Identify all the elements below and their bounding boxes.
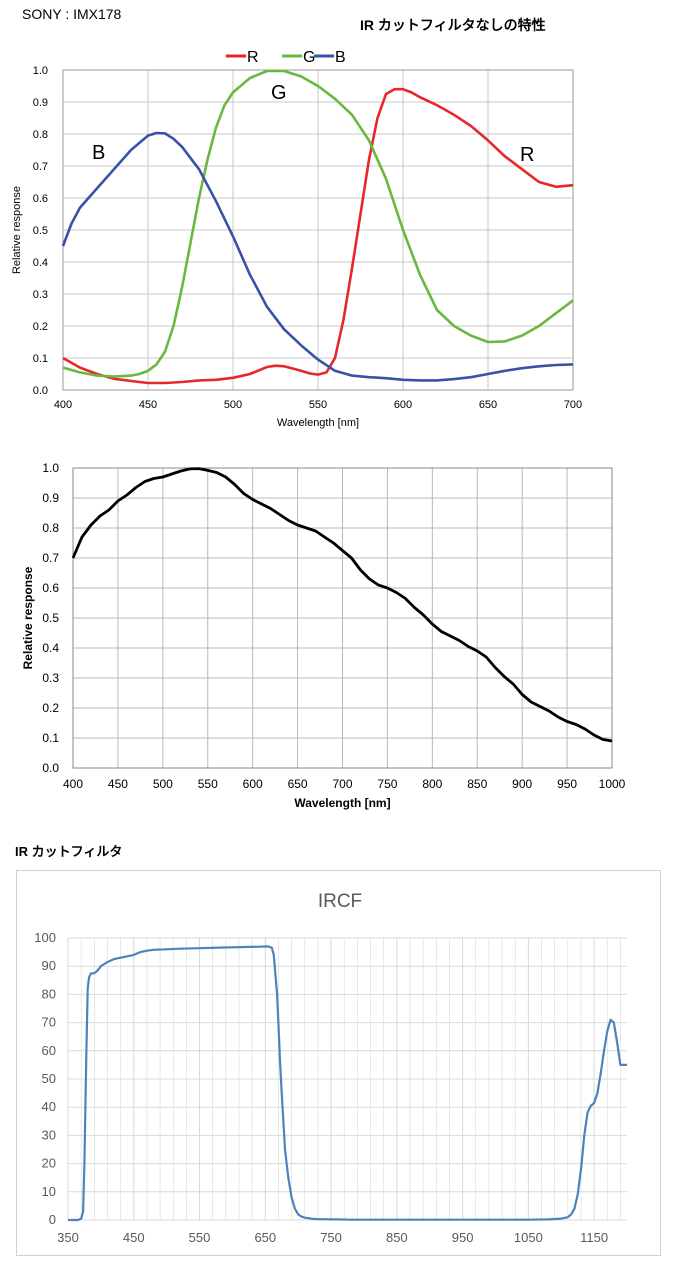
x-tick-label: 400 xyxy=(54,399,72,411)
x-tick-label: 750 xyxy=(377,777,397,791)
curve-annotation-g: G xyxy=(271,82,287,104)
y-tick-label: 0.0 xyxy=(33,385,48,397)
y-tick-label: 100 xyxy=(34,930,56,945)
y-tick-label: 0.9 xyxy=(42,491,59,505)
y-tick-label: 70 xyxy=(42,1015,56,1030)
y-tick-label: 0.3 xyxy=(33,289,48,301)
x-tick-label: 600 xyxy=(243,777,263,791)
x-axis-label: Wavelength [nm] xyxy=(294,796,390,810)
y-tick-label: 0.4 xyxy=(42,641,59,655)
plot-frame xyxy=(62,69,574,391)
ircf-transmission-chart: 350 450 550 650 750 850 950 1050 1150 0 10 20 30 40 50… xyxy=(34,891,627,1245)
series-line-response xyxy=(68,945,627,1222)
y-axis-label: Relative response xyxy=(11,186,23,274)
plot-frame xyxy=(72,467,613,769)
curve-annotation-r: R xyxy=(520,144,534,166)
y-tick-label: 30 xyxy=(42,1127,56,1142)
x-tick-label: 650 xyxy=(288,777,308,791)
y-tick-label: 0.0 xyxy=(42,761,59,775)
series-line-r xyxy=(62,87,574,385)
y-tick-label: 0.6 xyxy=(33,193,48,205)
y-tick-label: 0.8 xyxy=(42,521,59,535)
x-tick-label: 700 xyxy=(564,399,582,411)
x-tick-label: 650 xyxy=(254,1230,276,1245)
x-tick-label: 550 xyxy=(198,777,218,791)
x-tick-label: 950 xyxy=(452,1230,474,1245)
ircf-chart-frame xyxy=(16,870,661,1256)
legend-label-g: G xyxy=(303,49,315,66)
y-tick-label: 0.7 xyxy=(33,161,48,173)
y-axis-label: Relative response xyxy=(21,566,35,669)
y-tick-label: 1.0 xyxy=(42,461,59,475)
y-tick-label: 0.2 xyxy=(42,701,59,715)
legend-label-r: R xyxy=(247,49,259,66)
y-tick-label: 0.2 xyxy=(33,321,48,333)
y-tick-label: 40 xyxy=(42,1099,56,1114)
y-tick-label: 0.1 xyxy=(42,731,59,745)
y-tick-label: 0.3 xyxy=(42,671,59,685)
y-tick-label: 0.4 xyxy=(33,257,48,269)
x-tick-label: 900 xyxy=(512,777,532,791)
y-tick-label: 0.5 xyxy=(42,611,59,625)
y-tick-label: 0.1 xyxy=(33,353,48,365)
x-tick-label: 750 xyxy=(320,1230,342,1245)
x-tick-label: 850 xyxy=(467,777,487,791)
x-tick-label: 600 xyxy=(394,399,412,411)
y-tick-label: 20 xyxy=(42,1156,56,1171)
y-tick-label: 0.5 xyxy=(33,225,48,237)
x-tick-label: 950 xyxy=(557,777,577,791)
x-tick-label: 650 xyxy=(479,399,497,411)
x-tick-label: 350 xyxy=(57,1230,79,1245)
series-line-b xyxy=(61,131,574,382)
y-tick-label: 50 xyxy=(42,1071,56,1086)
y-tick-label: 0.8 xyxy=(33,129,48,141)
x-tick-label: 550 xyxy=(189,1230,211,1245)
x-tick-label: 400 xyxy=(63,777,83,791)
chart1-title: IR カットフィルタなしの特性 xyxy=(360,17,546,33)
legend-label-b: B xyxy=(335,49,346,66)
x-tick-label: 450 xyxy=(139,399,157,411)
y-tick-label: 0.7 xyxy=(42,551,59,565)
x-tick-label: 500 xyxy=(224,399,242,411)
y-tick-label: 0.6 xyxy=(42,581,59,595)
y-tick-label: 0 xyxy=(49,1212,56,1227)
x-tick-label: 450 xyxy=(123,1230,145,1245)
x-tick-label: 800 xyxy=(422,777,442,791)
chart3-title: IRCF xyxy=(318,891,362,912)
y-tick-label: 1.0 xyxy=(33,65,48,77)
y-tick-label: 0.9 xyxy=(33,97,48,109)
x-tick-label: 1150 xyxy=(580,1230,608,1245)
x-tick-label: 450 xyxy=(108,777,128,791)
series-line-response xyxy=(71,467,613,743)
x-tick-label: 1050 xyxy=(514,1230,543,1245)
x-tick-label: 500 xyxy=(153,777,173,791)
sensor-model-label: SONY : IMX178 xyxy=(22,6,122,22)
rgb-response-chart: 400 450 500 550 600 650 700 0.0 0.1 0.2 0.3 0.4 0.5 0… xyxy=(11,49,582,429)
x-tick-label: 700 xyxy=(332,777,352,791)
x-tick-label: 850 xyxy=(386,1230,408,1245)
series-line-g xyxy=(62,69,574,378)
x-tick-label: 1000 xyxy=(599,777,626,791)
curve-annotation-b: B xyxy=(92,142,105,164)
y-tick-label: 60 xyxy=(42,1043,56,1058)
x-axis-label: Wavelength [nm] xyxy=(277,417,359,429)
x-tick-label: 550 xyxy=(309,399,327,411)
y-tick-label: 80 xyxy=(42,986,56,1001)
chart3-caption: IR カットフィルタ xyxy=(15,844,123,859)
mono-response-chart: 400 450 500 550 600 650 700 750 800 850 900 950 1000… xyxy=(21,461,626,810)
y-tick-label: 10 xyxy=(42,1184,56,1199)
y-tick-label: 90 xyxy=(42,958,56,973)
